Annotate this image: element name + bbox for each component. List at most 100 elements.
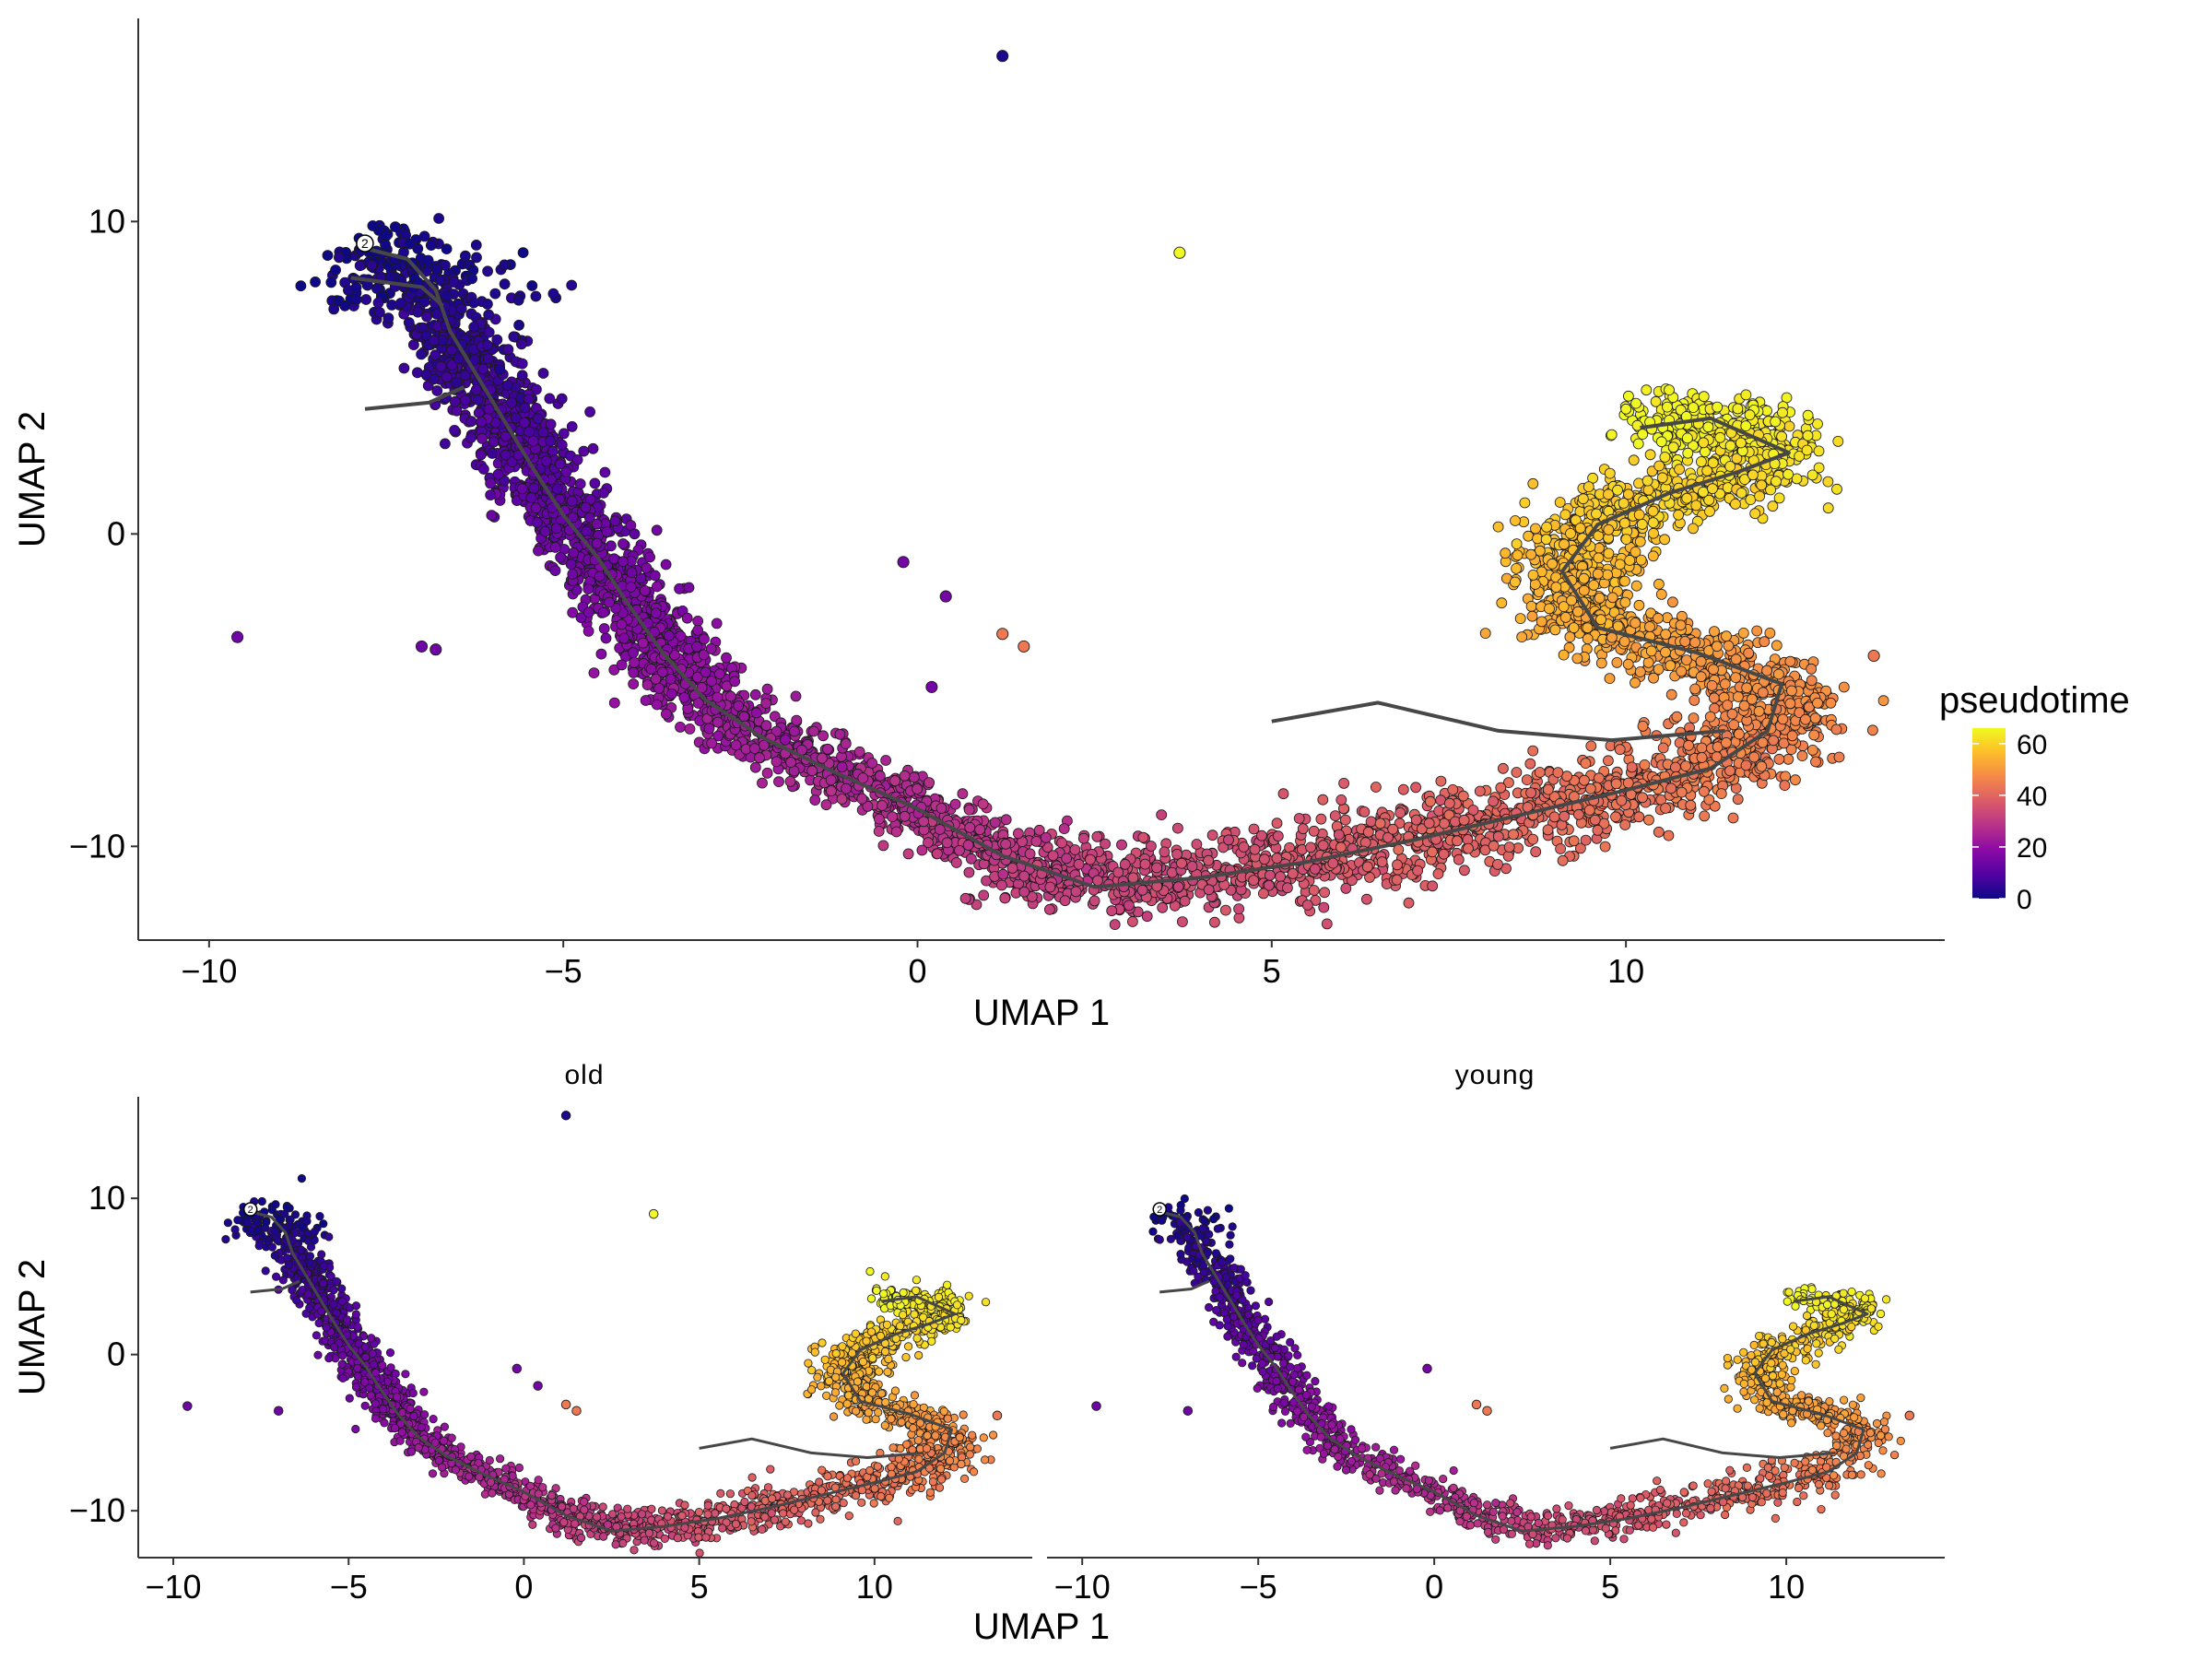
cell-point — [499, 278, 511, 290]
cell-point — [963, 804, 975, 816]
cell-point — [902, 848, 914, 860]
cell-point — [1741, 682, 1753, 694]
cell-point — [699, 633, 710, 645]
cell-point — [1771, 640, 1783, 652]
cell-point — [492, 468, 504, 480]
cell-point — [912, 783, 923, 794]
cell-point — [1394, 807, 1406, 818]
cell-point — [482, 339, 493, 351]
cell-point — [1061, 853, 1073, 865]
cell-point — [380, 239, 392, 251]
cell-point — [1776, 430, 1787, 442]
cell-point — [1696, 456, 1707, 467]
cell-point — [1642, 484, 1654, 496]
cell-point — [601, 526, 613, 537]
cell-point — [525, 492, 537, 503]
cell-point — [1044, 903, 1055, 915]
cell-point — [1530, 846, 1542, 858]
cell-point — [1339, 814, 1351, 826]
cell-point — [1767, 500, 1779, 512]
cell-point — [1584, 782, 1596, 794]
cell-point — [1688, 695, 1700, 706]
cell-point — [1177, 916, 1188, 927]
cell-point — [1643, 814, 1654, 826]
cell-point — [1361, 893, 1372, 905]
cell-point — [421, 311, 433, 323]
cell-point — [1555, 843, 1566, 854]
cell-point — [1157, 901, 1169, 913]
cell-point — [446, 344, 458, 356]
cell-point — [1833, 751, 1845, 763]
cell-point — [608, 553, 620, 565]
cell-point — [526, 280, 538, 291]
cell-point — [841, 782, 852, 794]
cell-point — [674, 582, 685, 594]
cell-point — [1374, 818, 1386, 830]
cell-point — [1248, 823, 1260, 835]
cell-point — [1719, 678, 1731, 690]
cell-point — [1589, 814, 1601, 826]
cell-point — [1525, 787, 1536, 798]
cell-point — [1604, 673, 1616, 684]
cell-point — [692, 616, 704, 627]
cell-point — [1530, 523, 1541, 535]
cell-point — [1732, 794, 1744, 806]
cell-point — [460, 394, 471, 406]
cell-point — [1628, 454, 1640, 466]
cell-point — [1176, 857, 1187, 869]
cell-point — [1599, 841, 1611, 853]
main-cells-layer — [295, 213, 1889, 930]
cell-point — [1603, 755, 1614, 767]
cell-point — [1707, 483, 1718, 495]
cell-point — [1622, 658, 1634, 670]
cell-point — [1588, 580, 1600, 591]
cell-point — [1574, 523, 1586, 534]
cell-point — [1410, 814, 1422, 826]
cell-point — [544, 393, 556, 405]
cell-point — [1540, 534, 1552, 546]
cell-point — [1572, 606, 1583, 618]
cell-point — [1603, 547, 1615, 559]
cell-point — [721, 652, 732, 664]
cell-point — [466, 273, 477, 285]
cell-point — [483, 404, 495, 415]
cell-point — [366, 259, 378, 271]
cell-point — [1619, 575, 1630, 587]
cell-point — [1674, 464, 1685, 476]
cell-point — [491, 334, 503, 346]
cell-point — [1457, 790, 1469, 802]
cell-point — [1808, 729, 1820, 741]
cell-point — [477, 363, 489, 375]
cell-point — [1297, 823, 1309, 835]
cell-point — [528, 483, 540, 494]
cell-point — [950, 857, 962, 868]
cell-point — [1653, 612, 1664, 624]
cell-point — [1667, 441, 1679, 453]
cell-point — [551, 483, 563, 495]
cell-point — [977, 798, 989, 810]
cell-point — [785, 757, 796, 768]
cell-point — [1580, 758, 1592, 769]
cell-point — [404, 238, 416, 250]
cell-point — [1768, 735, 1779, 747]
cell-point — [1527, 570, 1539, 581]
cell-point — [1492, 521, 1504, 533]
cell-point — [516, 370, 528, 382]
cell-point — [389, 221, 401, 233]
cell-point — [1524, 758, 1536, 770]
cell-point — [449, 395, 461, 407]
cell-point — [1058, 823, 1070, 834]
cell-point — [1698, 487, 1709, 498]
cell-point — [1660, 646, 1671, 658]
cell-point — [1583, 805, 1595, 816]
cell-point — [949, 798, 961, 810]
cell-point — [1822, 502, 1834, 514]
cell-point — [957, 788, 969, 800]
cell-point — [1492, 830, 1504, 842]
cell-point — [760, 720, 772, 732]
cell-point — [322, 250, 334, 262]
cell-point — [608, 697, 620, 709]
cell-point — [1796, 750, 1808, 761]
cell-point — [556, 393, 568, 405]
cell-point — [598, 487, 609, 499]
